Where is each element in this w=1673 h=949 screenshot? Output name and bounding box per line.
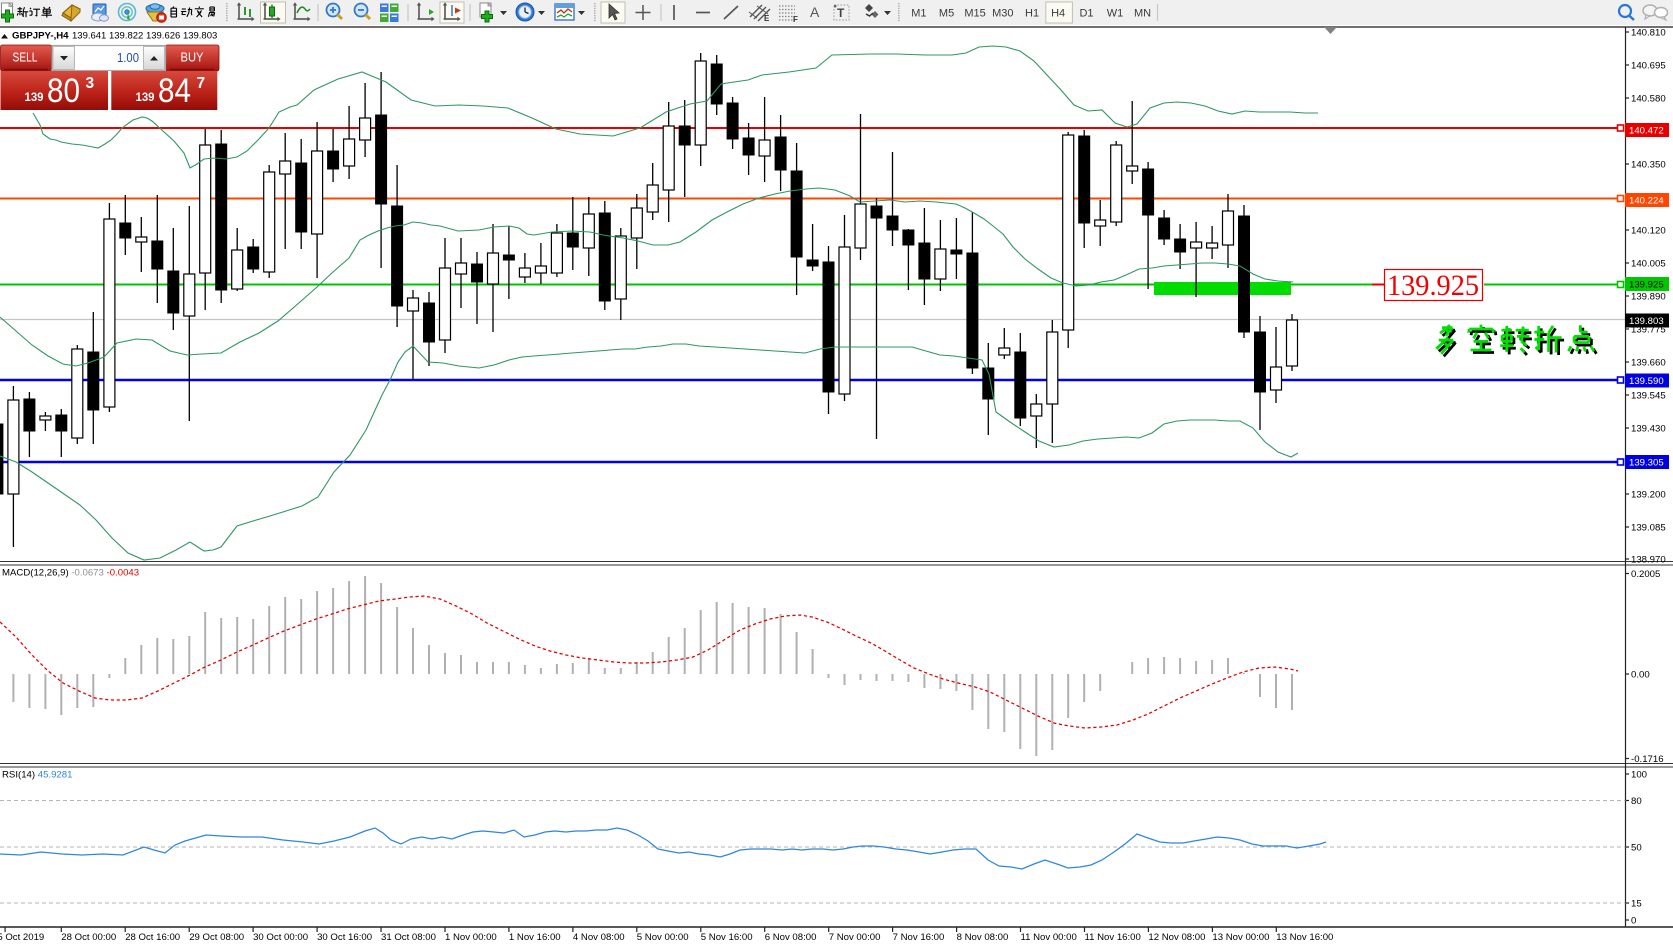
svg-text:25 Oct 2019: 25 Oct 2019 [0, 932, 44, 943]
svg-text:3: 3 [86, 75, 95, 92]
svg-text:31 Oct 08:00: 31 Oct 08:00 [381, 932, 436, 943]
svg-text:139.085: 139.085 [1631, 523, 1666, 534]
svg-text:F: F [793, 15, 798, 24]
svg-text:140.120: 140.120 [1631, 226, 1666, 237]
svg-text:M5: M5 [939, 8, 954, 20]
svg-text:29 Oct 08:00: 29 Oct 08:00 [189, 932, 244, 943]
svg-text:139.803: 139.803 [1629, 316, 1664, 327]
svg-text:139.660: 139.660 [1631, 358, 1666, 369]
svg-text:W1: W1 [1107, 8, 1124, 20]
svg-text:5 Nov 00:00: 5 Nov 00:00 [637, 932, 689, 943]
svg-text:140.350: 140.350 [1631, 160, 1666, 171]
svg-text:RSI(14) 45.9281: RSI(14) 45.9281 [2, 770, 72, 781]
svg-text:E: E [764, 14, 770, 23]
svg-text:5 Nov 16:00: 5 Nov 16:00 [701, 932, 753, 943]
svg-text:139: 139 [25, 90, 44, 104]
svg-text:-0.1716: -0.1716 [1631, 754, 1664, 765]
svg-text:1 Nov 16:00: 1 Nov 16:00 [509, 932, 561, 943]
svg-text:80: 80 [47, 72, 80, 110]
svg-text:28 Oct 00:00: 28 Oct 00:00 [61, 932, 116, 943]
svg-text:139.890: 139.890 [1631, 292, 1666, 303]
svg-text:139.305: 139.305 [1629, 458, 1664, 469]
svg-text:30 Oct 00:00: 30 Oct 00:00 [253, 932, 308, 943]
svg-text:6 Nov 08:00: 6 Nov 08:00 [765, 932, 817, 943]
svg-text:SELL: SELL [13, 50, 38, 65]
svg-text:140.472: 140.472 [1629, 126, 1664, 137]
svg-text:1 Nov 00:00: 1 Nov 00:00 [445, 932, 497, 943]
svg-text:7 Nov 16:00: 7 Nov 16:00 [893, 932, 945, 943]
svg-text:7: 7 [197, 75, 206, 92]
svg-text:H1: H1 [1025, 8, 1039, 20]
svg-text:0: 0 [1631, 916, 1636, 927]
svg-text:139: 139 [136, 90, 155, 104]
svg-text:7 Nov 00:00: 7 Nov 00:00 [829, 932, 881, 943]
svg-text:A: A [810, 4, 820, 20]
svg-text:139.545: 139.545 [1631, 391, 1666, 402]
svg-text:M15: M15 [964, 8, 985, 20]
svg-text:12 Nov 08:00: 12 Nov 08:00 [1148, 932, 1205, 943]
svg-text:MN: MN [1134, 8, 1151, 20]
svg-text:15: 15 [1631, 899, 1642, 910]
svg-text:140.810: 140.810 [1631, 28, 1666, 39]
svg-text:100: 100 [1631, 770, 1647, 781]
svg-text:140.224: 140.224 [1629, 196, 1664, 207]
svg-text:139.775: 139.775 [1631, 325, 1666, 336]
svg-text:140.005: 140.005 [1631, 259, 1666, 270]
svg-text:50: 50 [1631, 843, 1642, 854]
svg-text:139.641 139.822 139.626 139.80: 139.641 139.822 139.626 139.803 [72, 31, 217, 42]
svg-text:84: 84 [158, 72, 191, 110]
svg-text:BUY: BUY [181, 50, 204, 65]
svg-text:13 Nov 00:00: 13 Nov 00:00 [1212, 932, 1269, 943]
svg-text:139.925: 139.925 [1387, 269, 1479, 302]
svg-text:GBPJPY-,H4: GBPJPY-,H4 [12, 31, 69, 42]
svg-text:M1: M1 [911, 8, 926, 20]
svg-text:13 Nov 16:00: 13 Nov 16:00 [1276, 932, 1333, 943]
svg-text:0.00: 0.00 [1631, 670, 1650, 681]
svg-text:MACD(12,26,9) -0.0673 -0.0043: MACD(12,26,9) -0.0673 -0.0043 [2, 568, 139, 579]
svg-text:139.430: 139.430 [1631, 424, 1666, 435]
svg-text:M30: M30 [992, 8, 1013, 20]
svg-text:H4: H4 [1051, 8, 1065, 20]
svg-text:8 Nov 08:00: 8 Nov 08:00 [957, 932, 1009, 943]
svg-text:138.970: 138.970 [1631, 555, 1666, 566]
svg-text:30 Oct 16:00: 30 Oct 16:00 [317, 932, 372, 943]
svg-text:0.2005: 0.2005 [1631, 569, 1660, 580]
svg-text:140.695: 140.695 [1631, 61, 1666, 72]
svg-text:140.580: 140.580 [1631, 94, 1666, 105]
svg-text:11 Nov 16:00: 11 Nov 16:00 [1085, 932, 1141, 943]
svg-text:139.200: 139.200 [1631, 490, 1666, 501]
svg-text:11 Nov 00:00: 11 Nov 00:00 [1021, 932, 1077, 943]
svg-text:4 Nov 08:00: 4 Nov 08:00 [573, 932, 625, 943]
svg-text:139.925: 139.925 [1629, 280, 1664, 291]
svg-text:139.590: 139.590 [1629, 376, 1664, 387]
svg-text:80: 80 [1631, 796, 1642, 807]
svg-text:T: T [837, 6, 845, 20]
svg-text:28 Oct 16:00: 28 Oct 16:00 [125, 932, 180, 943]
svg-text:1.00: 1.00 [117, 50, 139, 65]
svg-text:D1: D1 [1079, 8, 1093, 20]
